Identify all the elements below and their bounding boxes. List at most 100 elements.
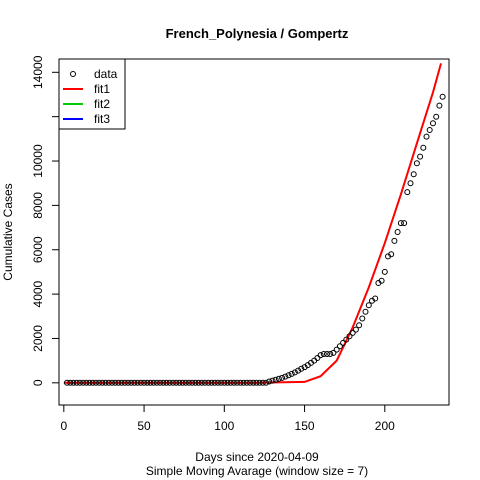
data-point xyxy=(365,302,372,309)
data-point xyxy=(320,351,327,357)
data-point xyxy=(179,379,186,386)
chart-subtitle: Simple Moving Avarage (window size = 7) xyxy=(146,464,368,478)
data-point xyxy=(198,379,205,386)
data-point xyxy=(330,349,337,356)
data-point xyxy=(433,113,440,120)
data-point xyxy=(205,379,212,386)
data-point xyxy=(378,277,385,284)
data-point xyxy=(176,379,183,386)
data-point xyxy=(134,379,141,386)
data-point xyxy=(99,379,106,386)
fit1-line xyxy=(63,63,442,384)
data-point xyxy=(346,333,353,340)
data-point xyxy=(214,379,221,386)
x-axis: 0 50 100 150 200 xyxy=(60,404,395,433)
data-point xyxy=(349,329,356,336)
legend-box xyxy=(58,58,126,130)
data-point xyxy=(237,379,244,386)
data-point xyxy=(109,379,115,386)
series-layer xyxy=(63,63,446,386)
data-point xyxy=(76,379,83,386)
data-point xyxy=(404,189,411,196)
data-point xyxy=(426,127,433,133)
data-point xyxy=(150,379,157,386)
data-point xyxy=(430,120,436,127)
y-tick-label: 6000 xyxy=(31,236,45,263)
data-point xyxy=(131,379,138,386)
data-point xyxy=(227,379,234,386)
data-point xyxy=(64,379,70,386)
data-point xyxy=(359,315,366,322)
data-point xyxy=(417,153,424,160)
data-point xyxy=(112,379,119,386)
data-point xyxy=(250,379,257,386)
data-point xyxy=(381,268,388,275)
data-point xyxy=(263,379,269,386)
data-point xyxy=(170,379,176,386)
data-point xyxy=(240,379,247,386)
data-point xyxy=(96,379,103,386)
data-point xyxy=(195,379,202,386)
y-tick-label: 0 xyxy=(31,379,45,386)
data-point xyxy=(352,326,359,333)
data-point xyxy=(157,379,164,386)
data-point xyxy=(279,374,286,381)
data-point xyxy=(173,379,180,386)
data-point xyxy=(115,379,122,386)
data-point xyxy=(83,379,90,386)
y-tick-label: 10000 xyxy=(31,144,45,178)
legend-label-fit3: fit3 xyxy=(94,112,110,126)
legend-label-fit1: fit1 xyxy=(94,82,110,96)
data-point xyxy=(73,379,80,386)
data-point xyxy=(439,93,446,100)
data-point xyxy=(343,336,350,343)
data-point xyxy=(80,379,87,386)
data-point xyxy=(253,379,260,386)
data-point xyxy=(340,339,347,346)
data-point xyxy=(372,295,379,302)
data-point xyxy=(259,379,266,386)
y-tick-label: 8000 xyxy=(31,192,45,219)
data-point xyxy=(436,102,443,109)
x-tick-label: 200 xyxy=(375,419,395,433)
y-tick-label: 2000 xyxy=(31,325,45,352)
data-point xyxy=(186,379,192,386)
data-point xyxy=(160,379,167,386)
data-point xyxy=(324,351,330,357)
data-point xyxy=(86,379,93,386)
data-point xyxy=(202,379,208,386)
data-point xyxy=(141,379,148,386)
data-point xyxy=(362,308,369,315)
data-point xyxy=(282,373,289,380)
data-point xyxy=(121,379,128,386)
data-point xyxy=(211,379,218,386)
data-point xyxy=(153,379,160,386)
data-point xyxy=(105,379,112,386)
data-point xyxy=(118,379,125,386)
data-point xyxy=(356,322,363,329)
data-point xyxy=(137,379,144,386)
data-point xyxy=(423,133,430,140)
data-point xyxy=(166,379,173,386)
data-point xyxy=(125,379,131,386)
data-point xyxy=(144,379,151,386)
data-point xyxy=(401,220,408,227)
data-point xyxy=(298,365,305,372)
data-point xyxy=(275,375,282,382)
y-axis: 0 2000 4000 6000 8000 10000 14000 xyxy=(31,55,60,386)
x-axis-label: Days since 2020-04-09 xyxy=(195,450,319,464)
data-point xyxy=(272,376,279,383)
data-point xyxy=(394,229,401,235)
data-point xyxy=(336,343,343,350)
x-tick-label: 0 xyxy=(60,419,67,433)
y-tick-label: 4000 xyxy=(31,280,45,307)
data-point xyxy=(388,251,395,258)
data-point xyxy=(285,372,292,379)
legend-symbol-data xyxy=(70,71,76,77)
data-point xyxy=(266,378,273,385)
data-point xyxy=(147,379,154,386)
data-point xyxy=(221,379,228,386)
x-tick-label: 50 xyxy=(137,419,151,433)
data-point xyxy=(182,379,189,386)
